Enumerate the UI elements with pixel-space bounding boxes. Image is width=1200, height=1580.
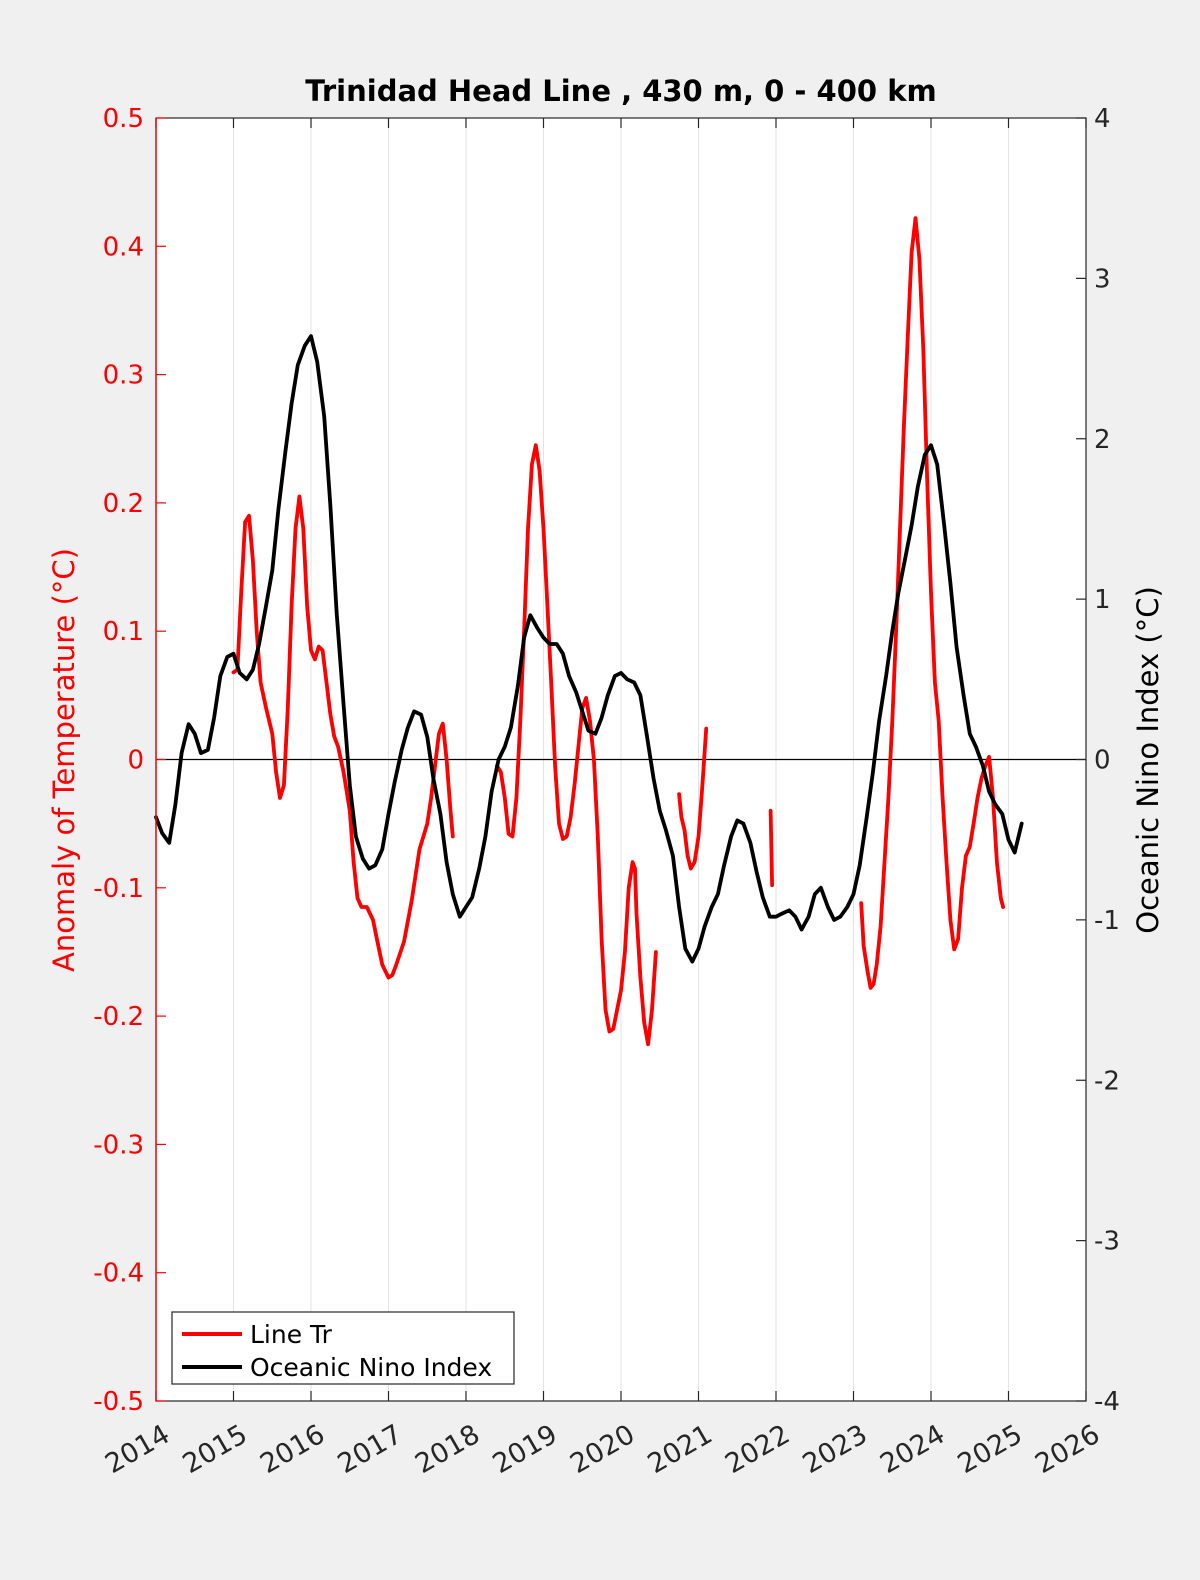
y-right-tick-label: 3 — [1094, 264, 1111, 294]
y-left-tick-label: -0.3 — [93, 1130, 144, 1160]
line-tr-segment — [677, 726, 709, 871]
y-left-tick-label: 0.5 — [103, 104, 144, 134]
y-right-tick-label: -1 — [1094, 906, 1120, 936]
y-left-tick-label: 0.1 — [103, 617, 144, 647]
left-axis-label: Anomaly of Temperature (°C) — [47, 548, 81, 972]
y-left-tick-label: -0.2 — [93, 1002, 144, 1032]
legend: Line Tr Oceanic Nino Index — [171, 1311, 515, 1385]
legend-label-line-tr: Line Tr — [250, 1320, 333, 1349]
y-left-tick-label: 0 — [127, 746, 144, 776]
y-right-tick-label: 4 — [1094, 104, 1111, 134]
y-left-tick-label: -0.5 — [93, 1387, 144, 1417]
y-right-tick-label: 0 — [1094, 746, 1111, 776]
y-left-tick-label: 0.4 — [103, 232, 144, 262]
legend-box — [171, 1311, 515, 1385]
y-left-tick-label: -0.1 — [93, 874, 144, 904]
y-left-tick-label: 0.3 — [103, 361, 144, 391]
y-left-tick-label: -0.4 — [93, 1259, 144, 1289]
y-right-tick-label: 2 — [1094, 425, 1111, 455]
oni-line — [154, 334, 1024, 964]
line-tr-segment — [768, 808, 774, 888]
series-layer — [154, 216, 1024, 1047]
legend-label-oni: Oceanic Nino Index — [250, 1353, 492, 1382]
y-right-tick-label: -4 — [1094, 1387, 1120, 1417]
y-right-tick-label: 1 — [1094, 585, 1111, 615]
right-axis-label: Oceanic Nino Index (°C) — [1131, 586, 1165, 934]
line-tr-segment — [231, 494, 455, 980]
line-tr-segment — [859, 216, 1005, 990]
y-right-tick-label: -3 — [1094, 1227, 1120, 1257]
chart-title: Trinidad Head Line , 430 m, 0 - 400 km — [305, 74, 936, 108]
y-left-tick-label: 0.2 — [103, 489, 144, 519]
y-right-tick-label: -2 — [1094, 1066, 1120, 1096]
